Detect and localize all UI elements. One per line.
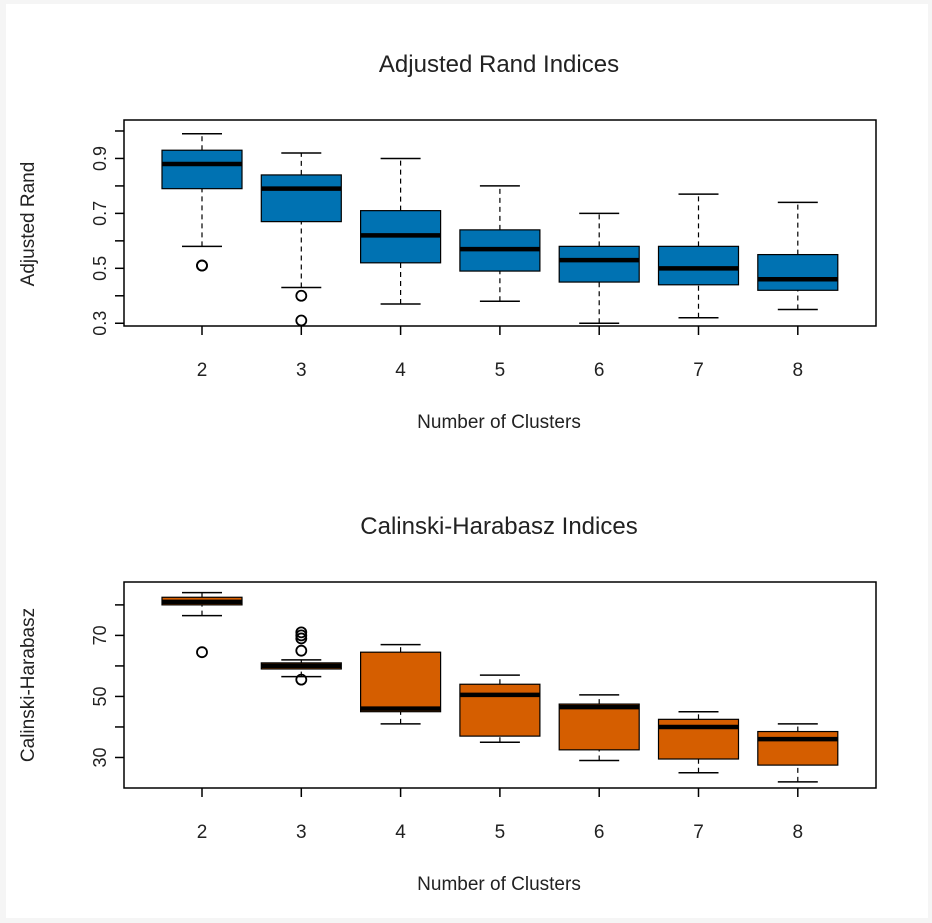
- y-tick-label: 70: [90, 625, 110, 645]
- y-axis-label: Calinski-Harabasz: [18, 608, 39, 762]
- plot-area-border: [123, 119, 877, 327]
- x-tick-label: 8: [793, 822, 804, 843]
- box: [260, 174, 342, 223]
- y-tick-label: 0.5: [90, 256, 110, 281]
- boxplot-figure: Adjusted Rand Indices Adjusted Rand Numb…: [18, 51, 877, 895]
- x-tick-label: 7: [693, 822, 704, 843]
- box-group-7: [657, 710, 740, 774]
- x-tick-label: 7: [693, 360, 704, 381]
- x-tick-labels: 2 3 4 5 6 7 8: [197, 360, 803, 381]
- outlier-point: [295, 644, 308, 657]
- outlier-point: [196, 646, 208, 659]
- box: [757, 730, 839, 766]
- x-tick-label: 8: [793, 360, 804, 381]
- x-tick-labels: 2 3 4 5 6 7 8: [197, 822, 803, 843]
- box-group-5: [459, 185, 541, 303]
- x-axis-label: Number of Clusters: [417, 412, 581, 433]
- x-tick-label: 5: [495, 822, 506, 843]
- x-axis-label: Number of Clusters: [417, 874, 581, 895]
- y-tick-label: 50: [90, 686, 110, 706]
- y-tick-label: 30: [90, 747, 110, 767]
- x-tick-label: 2: [197, 360, 208, 381]
- boxes: [161, 591, 839, 783]
- box-group-2: [161, 132, 243, 272]
- box-group-6: [558, 212, 640, 325]
- box-group-4: [360, 643, 442, 725]
- y-tick-labels: 0.3 0.5 0.7 0.9: [90, 146, 110, 336]
- box-group-3: [260, 626, 342, 686]
- chart-title: Calinski-Harabasz Indices: [360, 513, 637, 540]
- chart-title: Adjusted Rand Indices: [379, 51, 619, 78]
- box: [757, 253, 839, 291]
- box: [360, 651, 442, 713]
- box: [161, 149, 243, 190]
- y-axis-label: Adjusted Rand: [18, 162, 39, 287]
- outlier-point: [295, 673, 308, 686]
- outlier-point: [295, 289, 308, 302]
- box-group-8: [757, 201, 839, 311]
- y-tick-labels: 30 50 70: [90, 625, 110, 767]
- plot-area-border: [123, 581, 877, 789]
- y-ticks: [115, 130, 124, 325]
- y-tick-label: 0.9: [90, 146, 110, 171]
- adjusted-rand-panel: Adjusted Rand Indices Adjusted Rand Numb…: [18, 51, 877, 433]
- box: [657, 245, 740, 286]
- x-tick-label: 3: [296, 360, 307, 381]
- box-group-5: [459, 674, 541, 743]
- outlier-point: [295, 632, 308, 645]
- box-group-7: [657, 193, 740, 319]
- box: [459, 683, 541, 737]
- y-ticks: [115, 604, 124, 759]
- outlier-point: [196, 259, 208, 272]
- outlier-point: [295, 314, 308, 327]
- x-ticks: [201, 326, 799, 335]
- x-tick-label: 4: [395, 822, 406, 843]
- box-group-4: [360, 157, 442, 305]
- box: [558, 245, 640, 283]
- x-tick-label: 2: [197, 822, 208, 843]
- x-tick-label: 3: [296, 822, 307, 843]
- y-tick-label: 0.7: [90, 201, 110, 226]
- box-group-2: [161, 591, 243, 659]
- x-tick-label: 6: [594, 360, 605, 381]
- boxes: [161, 132, 839, 327]
- plot-frame: Adjusted Rand Indices Adjusted Rand Numb…: [6, 4, 928, 918]
- x-tick-label: 6: [594, 822, 605, 843]
- box: [558, 703, 640, 751]
- x-tick-label: 4: [395, 360, 406, 381]
- calinski-harabasz-panel: Calinski-Harabasz Indices Calinski-Harab…: [18, 513, 877, 895]
- y-tick-label: 0.3: [90, 311, 110, 336]
- box-group-3: [260, 152, 342, 327]
- x-tick-label: 5: [495, 360, 506, 381]
- x-ticks: [201, 788, 799, 797]
- box-group-8: [757, 723, 839, 783]
- box-group-6: [558, 694, 640, 762]
